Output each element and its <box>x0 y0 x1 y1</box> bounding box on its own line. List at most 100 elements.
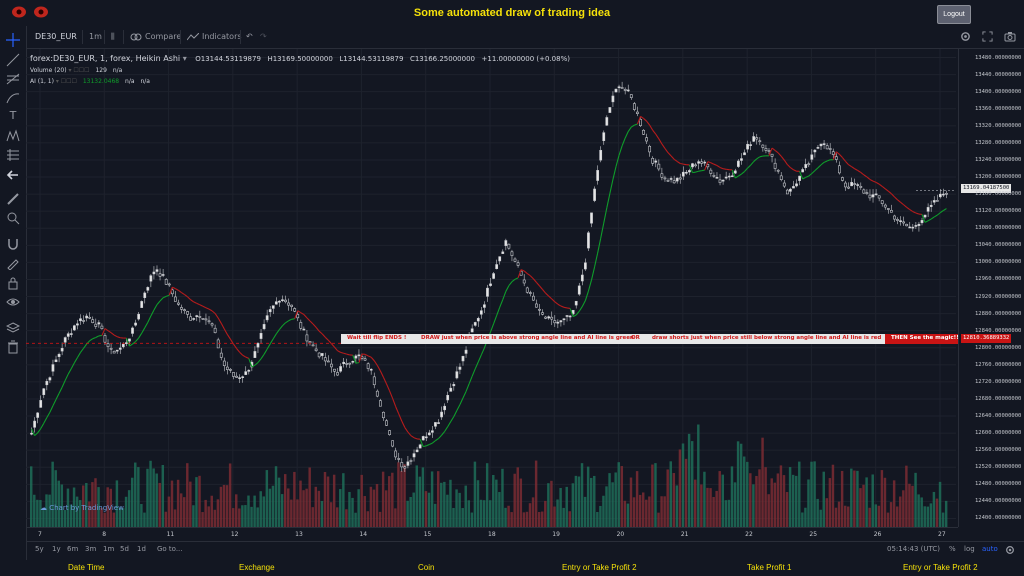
magnet-icon[interactable] <box>6 237 20 251</box>
range-3m[interactable]: 3m <box>85 545 97 553</box>
volume-bar <box>617 462 620 527</box>
candle-body <box>363 358 367 361</box>
volume-bar <box>274 466 278 527</box>
range-1m[interactable]: 1m <box>103 545 115 553</box>
candle-body <box>76 323 79 326</box>
eye-icon[interactable] <box>6 295 20 309</box>
lock-icon[interactable] <box>6 276 20 290</box>
ai-label[interactable]: AI (1, 1) <box>30 78 54 85</box>
clock[interactable]: 05:14:43 (UTC) <box>887 545 941 553</box>
ai-line-segment <box>306 317 311 322</box>
symbol-search[interactable]: DE30_EUR <box>35 32 77 41</box>
candle-body <box>385 420 388 426</box>
indicators-icon[interactable] <box>187 33 199 41</box>
back-arrow-icon[interactable] <box>6 168 20 182</box>
symbol-title[interactable]: forex:DE30_EUR, 1, forex, Heikin Ashi <box>30 54 181 63</box>
red-logo-icon[interactable] <box>33 5 49 18</box>
percent-toggle[interactable]: % <box>949 545 956 553</box>
candlestick-chart[interactable] <box>26 49 956 527</box>
undo-icon[interactable]: ↶ <box>246 32 253 41</box>
interval-select[interactable]: 1m <box>89 32 102 41</box>
candle-body <box>278 300 281 303</box>
candle-body <box>232 372 235 377</box>
log-toggle[interactable]: log <box>964 545 975 553</box>
ai-line-segment <box>624 131 629 139</box>
volume-bar <box>320 501 324 527</box>
candle-body <box>274 301 278 305</box>
candle-body <box>146 287 150 291</box>
volume-label[interactable]: Volume (20) <box>30 67 67 74</box>
pattern-icon[interactable] <box>6 129 20 143</box>
ai-line-segment <box>385 383 391 392</box>
volume-bar <box>914 472 917 527</box>
ai-line-segment <box>655 133 660 140</box>
volume-bar <box>412 492 415 527</box>
range-1d[interactable]: 1d <box>137 545 146 553</box>
candle-body <box>902 221 906 224</box>
ai-line-segment <box>909 209 914 213</box>
axis-settings-icon[interactable] <box>1005 545 1015 555</box>
candle-body <box>801 169 805 173</box>
settings-icon[interactable] <box>960 31 971 42</box>
candle-body <box>877 195 881 199</box>
tradingview-watermark[interactable]: ☁ Chart by TradingView <box>40 504 124 512</box>
volume-bar <box>216 499 220 527</box>
trash-icon[interactable] <box>6 340 20 354</box>
price-axis[interactable]: 13169.04187500 12810.36889332 13480.0000… <box>958 49 1024 527</box>
compare-button[interactable]: Compare <box>145 32 182 41</box>
range-6m[interactable]: 6m <box>67 545 79 553</box>
volume-bar <box>470 512 474 527</box>
time-axis[interactable]: 7 8 11 12 13 14 15 18 19 20 21 22 25 26 27 <box>26 527 958 542</box>
candle-body <box>737 160 740 167</box>
volume-bar <box>75 496 79 527</box>
layers-icon[interactable] <box>6 321 20 335</box>
candle-body <box>137 313 141 320</box>
range-5d[interactable]: 5d <box>120 545 129 553</box>
price-tick: 13480.00000000 <box>975 54 1022 61</box>
ai-na-2: n/a <box>140 78 150 85</box>
ai-line-segment <box>612 166 617 180</box>
fib-icon[interactable] <box>6 72 20 86</box>
red-logo-icon[interactable] <box>11 5 27 18</box>
range-5y[interactable]: 5y <box>35 545 44 553</box>
trend-line-icon[interactable] <box>6 53 20 67</box>
ai-line-segment <box>410 435 415 439</box>
ai-line-segment <box>688 164 694 173</box>
indicators-button[interactable]: Indicators <box>202 32 242 41</box>
volume-bar <box>694 479 697 527</box>
brush-icon[interactable] <box>6 91 20 105</box>
crosshair-icon[interactable] <box>6 33 20 47</box>
chart-style-icon[interactable]: ⫼ <box>111 32 115 41</box>
ai-line-segment <box>193 301 197 304</box>
ai-line-segment <box>321 333 326 338</box>
ai-line-segment <box>768 147 773 157</box>
volume-bar <box>690 441 694 527</box>
stay-drawing-icon[interactable] <box>6 256 20 270</box>
ai-line-segment <box>242 354 247 358</box>
volume-bar <box>764 467 767 527</box>
ai-line-segment <box>462 391 467 399</box>
volume-bar <box>507 505 510 527</box>
volume-bar <box>862 484 865 527</box>
range-1y[interactable]: 1y <box>52 545 61 553</box>
auto-toggle[interactable]: auto <box>982 545 998 553</box>
ai-line-segment <box>903 204 908 208</box>
compare-icon[interactable] <box>130 32 142 42</box>
prediction-icon[interactable] <box>6 148 20 162</box>
camera-icon[interactable] <box>1004 31 1016 42</box>
ruler-icon[interactable] <box>6 192 20 206</box>
volume-bar <box>250 506 253 527</box>
zoom-icon[interactable] <box>6 211 20 225</box>
volume-bar <box>819 509 822 527</box>
redo-icon[interactable]: ↷ <box>260 32 267 41</box>
fullscreen-icon[interactable] <box>982 31 993 42</box>
volume-bar <box>620 466 624 527</box>
logout-button[interactable]: Logout <box>937 5 971 24</box>
volume-bar <box>124 496 128 527</box>
chart-pane[interactable] <box>26 49 956 527</box>
candle-body <box>36 412 40 418</box>
goto-button[interactable]: Go to... <box>157 545 183 553</box>
text-tool-icon[interactable]: T <box>9 109 17 122</box>
ai-line-segment <box>575 310 580 316</box>
candle-body <box>703 161 707 164</box>
